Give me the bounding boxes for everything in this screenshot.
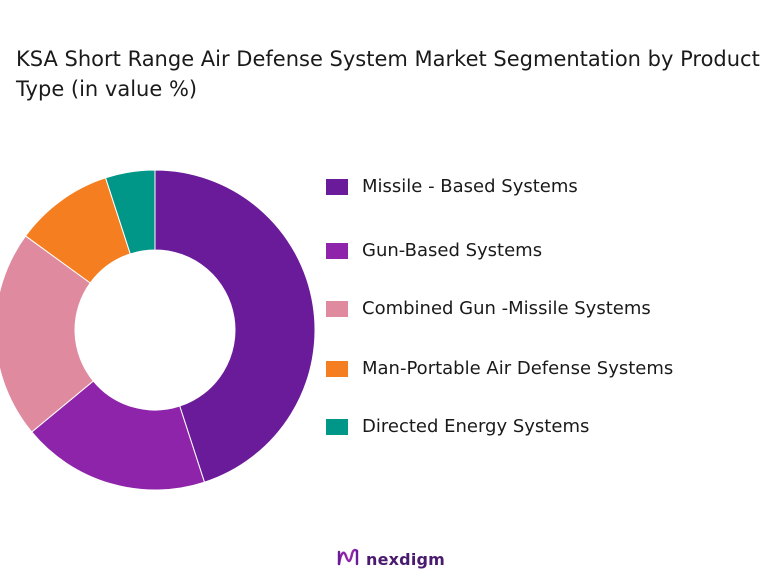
brand-name: nexdigm xyxy=(366,549,446,569)
donut-slice-1 xyxy=(31,380,206,491)
legend-swatch xyxy=(326,360,348,377)
legend-item-manpads: Man-Portable Air Defense Systems xyxy=(326,358,673,379)
donut-slice-2 xyxy=(0,235,95,433)
legend-label: Gun-Based Systems xyxy=(362,240,543,261)
legend-label: Directed Energy Systems xyxy=(362,416,590,437)
legend-label: Man-Portable Air Defense Systems xyxy=(362,358,674,379)
chart-title: KSA Short Range Air Defense System Marke… xyxy=(16,47,760,101)
legend-swatch xyxy=(326,178,348,195)
donut-chart xyxy=(0,169,316,491)
legend-swatch xyxy=(326,242,348,259)
legend-label: Missile - Based Systems xyxy=(362,176,578,197)
donut-slice-0 xyxy=(154,169,316,483)
legend-swatch xyxy=(326,418,348,435)
legend-item-directed-energy: Directed Energy Systems xyxy=(326,416,589,437)
brand-logo: nexdigm xyxy=(336,546,445,572)
legend-item-gun-based: Gun-Based Systems xyxy=(326,240,542,261)
nexdigm-logo-icon xyxy=(336,546,360,572)
donut-slice-4 xyxy=(104,169,156,255)
legend-swatch xyxy=(326,300,348,317)
legend-item-combined: Combined Gun -Missile Systems xyxy=(326,298,651,319)
legend-label: Combined Gun -Missile Systems xyxy=(362,298,651,319)
legend-item-missile-based: Missile - Based Systems xyxy=(326,176,578,197)
